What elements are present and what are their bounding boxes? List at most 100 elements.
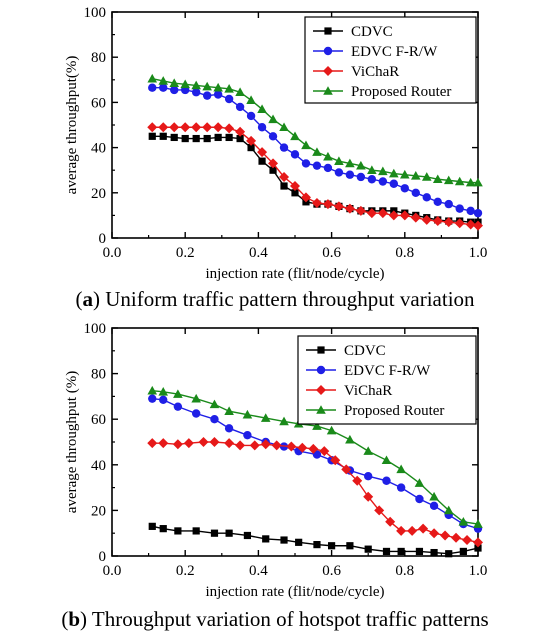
data-point xyxy=(202,91,212,100)
data-point xyxy=(173,402,183,411)
data-point xyxy=(473,519,483,528)
data-point xyxy=(242,409,253,419)
data-point xyxy=(159,395,168,405)
legend-marker xyxy=(324,27,332,35)
y-tick-label: 0 xyxy=(99,231,107,247)
data-point xyxy=(433,197,442,207)
x-tick-label: 0.4 xyxy=(249,563,268,579)
data-point xyxy=(180,79,190,89)
legend-marker xyxy=(316,405,326,414)
data-point xyxy=(388,210,399,221)
x-tick-label: 1.0 xyxy=(469,563,488,579)
data-point xyxy=(243,430,252,440)
x-tick-label: 0.0 xyxy=(103,563,122,579)
data-point xyxy=(355,205,366,216)
data-point xyxy=(445,550,453,558)
data-point xyxy=(418,523,429,534)
data-point xyxy=(192,134,200,143)
data-point xyxy=(345,158,355,168)
data-point xyxy=(295,538,303,546)
data-point xyxy=(257,147,268,158)
data-point xyxy=(169,122,180,133)
data-point xyxy=(473,537,483,548)
data-point xyxy=(385,516,396,527)
data-point xyxy=(454,176,465,186)
data-point xyxy=(300,192,311,203)
data-point xyxy=(415,547,424,556)
data-point xyxy=(308,443,319,454)
data-point xyxy=(262,535,270,543)
legend-entry: ViChaR xyxy=(344,383,392,399)
chart-hotspot-throughput: 0.0 0.2 0.4 0.6 0.8 1.0 0 20 40 60 80 100 injection … xyxy=(64,321,488,600)
data-point xyxy=(334,156,344,165)
x-tick-label: 0.0 xyxy=(103,245,122,261)
legend-entry: CDVC xyxy=(344,343,386,359)
data-point xyxy=(268,132,278,141)
legend-marker xyxy=(323,66,333,76)
data-point xyxy=(169,78,180,87)
data-point xyxy=(158,387,169,396)
data-point xyxy=(429,491,439,501)
data-point xyxy=(382,476,391,485)
data-point xyxy=(378,177,388,186)
data-point xyxy=(147,438,158,449)
data-point xyxy=(147,385,158,395)
data-point xyxy=(312,450,322,459)
data-point xyxy=(400,169,410,179)
data-point xyxy=(247,144,255,152)
data-point xyxy=(455,204,464,213)
data-point xyxy=(346,542,354,550)
data-point xyxy=(279,122,289,132)
data-point xyxy=(148,83,157,92)
data-point xyxy=(333,201,344,212)
data-point xyxy=(148,394,157,403)
data-point xyxy=(444,199,453,209)
y-tick-label: 100 xyxy=(84,321,107,337)
data-point xyxy=(352,475,363,486)
data-point xyxy=(341,464,352,475)
data-point xyxy=(410,212,421,223)
data-point xyxy=(465,177,476,187)
data-point xyxy=(432,216,443,227)
data-point xyxy=(147,73,158,83)
data-point xyxy=(313,541,321,549)
legend-entry: ViChaR xyxy=(351,64,399,80)
data-point xyxy=(172,439,183,450)
data-point xyxy=(399,210,410,221)
data-point xyxy=(374,505,385,516)
data-point xyxy=(443,505,454,515)
data-point xyxy=(323,163,333,173)
x-tick-label: 1.0 xyxy=(469,245,488,261)
data-point xyxy=(290,131,300,141)
data-point xyxy=(174,527,182,535)
data-point xyxy=(474,544,482,552)
x-axis-label: injection rate (flit/node/cycle) xyxy=(205,266,384,282)
data-point xyxy=(235,126,246,137)
data-point xyxy=(191,409,201,418)
data-point xyxy=(458,517,469,526)
data-point xyxy=(269,166,277,174)
data-point xyxy=(183,438,194,449)
data-point xyxy=(421,172,432,181)
y-tick-label: 20 xyxy=(91,186,106,202)
data-point xyxy=(225,133,233,142)
data-point xyxy=(209,399,220,409)
data-point xyxy=(210,529,219,537)
data-point xyxy=(158,122,169,133)
data-point xyxy=(210,415,219,424)
data-point xyxy=(389,179,399,188)
data-point xyxy=(443,217,454,228)
data-point xyxy=(280,536,288,544)
legend-entry: Proposed Router xyxy=(351,84,451,100)
data-point xyxy=(170,133,178,142)
data-point xyxy=(224,406,234,416)
data-point xyxy=(214,133,222,142)
data-point xyxy=(159,525,167,533)
data-point xyxy=(312,147,322,156)
data-point xyxy=(312,421,322,430)
data-point xyxy=(462,535,473,546)
data-point xyxy=(407,525,418,536)
data-point xyxy=(330,455,341,466)
data-point xyxy=(271,440,282,451)
data-point xyxy=(170,85,179,95)
